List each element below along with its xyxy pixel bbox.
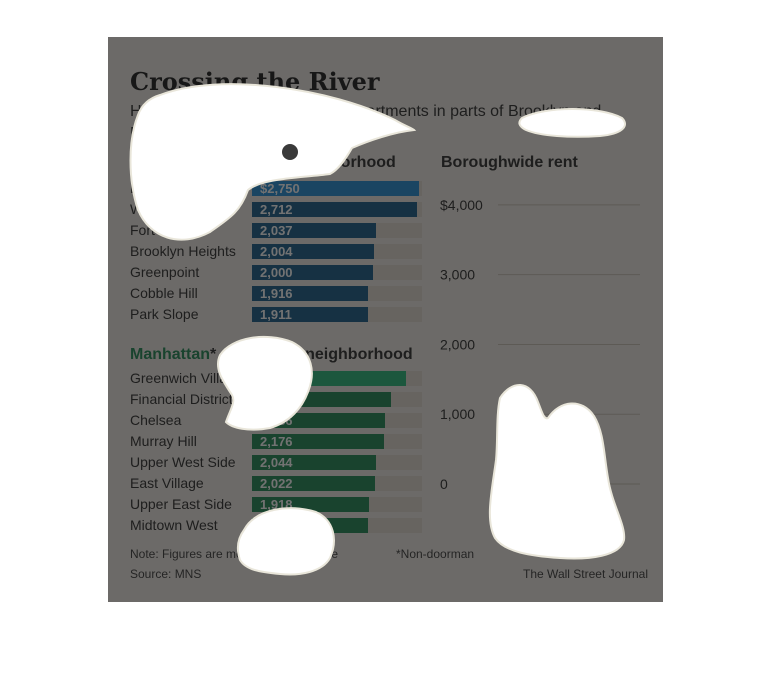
manhattan-neighborhood-name: Murray Hill [130,433,197,449]
boroughwide-title: Boroughwide rent [441,154,578,171]
brooklyn-row: Greenpoint 2,000 [130,262,422,283]
brooklyn-neighborhood-name: Park Slope [130,306,199,322]
brooklyn-row: Fort Greene 2,037 [130,220,422,241]
brooklyn-bar: $2,750 [252,181,419,196]
manhattan-bar-track: 2,044 [252,455,422,470]
manhattan-bar: 2,044 [252,455,377,470]
brooklyn-bar: 2,000 [252,265,374,280]
brooklyn-bar-track: 1,916 [252,286,422,301]
brooklyn-bar: 1,911 [252,307,368,322]
brooklyn-bar: 2,037 [252,223,376,238]
y-tick-label: $4,000 [440,197,483,213]
manhattan-neighborhood-list: Greenwich Village $2,542 Financial Distric… [130,368,422,536]
y-tick-label: 1,000 [440,406,475,422]
brooklyn-title-highlight: Brooklyn [130,154,200,171]
manhattan-bar-track: 2,291 [252,392,422,407]
brooklyn-bar-track: 2,000 [252,265,422,280]
brooklyn-bar: 2,004 [252,244,374,259]
manhattan-bar: 2,022 [252,476,375,491]
manhattan-bar-track: 1,918 [252,497,422,512]
brooklyn-neighborhood-name: Brooklyn Heights [130,243,236,259]
brooklyn-bar-track: 1,911 [252,307,422,322]
manhattan-bar-track: 2,022 [252,476,422,491]
manhattan-row: East Village 2,022 [130,473,422,494]
manhattan-neighborhood-name: East Village [130,475,204,491]
brooklyn-bar-track: $2,750 [252,181,422,196]
brooklyn-neighborhood-name: Fort Greene [130,222,206,238]
manhattan-bar-track: 1,904 [252,518,422,533]
manhattan-row: Midtown West 1,904 [130,515,422,536]
brooklyn-row: Cobble Hill 1,916 [130,283,422,304]
manhattan-row: Greenwich Village $2,542 [130,368,422,389]
chart-subtitle: Here is how rents compare for apartments… [130,103,602,142]
brooklyn-neighborhood-name: Dumbo [130,180,176,196]
brooklyn-bar: 2,712 [252,202,417,217]
footnote: Note: Figures are mean prices for June [130,547,339,561]
manhattan-bar: 2,176 [252,434,385,449]
brooklyn-row: Park Slope 1,911 [130,304,422,325]
y-tick-label: 2,000 [440,336,475,352]
manhattan-title-highlight: Manhattan [130,346,210,363]
manhattan-row: Financial District 2,291 [130,389,422,410]
manhattan-bar: 1,904 [252,518,368,533]
manhattan-bar: 2,291 [252,392,392,407]
chart-title: Crossing the River [130,67,380,96]
brooklyn-row: Dumbo $2,750 [130,178,422,199]
manhattan-bar: 1,918 [252,497,369,512]
manhattan-section-title: Manhattan* studios by neighborhood [130,346,413,364]
brooklyn-row: Brooklyn Heights 2,004 [130,241,422,262]
manhattan-bar-track: 2,176 [252,434,422,449]
manhattan-neighborhood-name: Upper East Side [130,496,232,512]
brooklyn-row: Williamsburg 2,712 [130,199,422,220]
credit-line: The Wall Street Journal [523,567,648,581]
manhattan-row: Upper West Side 2,044 [130,452,422,473]
source-line: Source: MNS [130,567,202,581]
manhattan-row: Upper East Side 1,918 [130,494,422,515]
brooklyn-bar-track: 2,037 [252,223,422,238]
boroughwide-chart: $4,0003,0002,0001,0000StudioOne-bedTwo-b… [440,197,640,492]
brooklyn-section-title: Brooklyn studios by neighborhood [130,154,396,172]
brooklyn-neighborhood-list: Dumbo $2,750 Williamsburg 2,712 Fort Greene 2… [130,178,422,325]
brooklyn-bar-track: 2,004 [252,244,422,259]
brooklyn-neighborhood-name: Cobble Hill [130,285,198,301]
y-tick-label: 3,000 [440,267,475,283]
y-tick-label: 0 [440,476,448,492]
brooklyn-neighborhood-name: Williamsburg [130,201,211,217]
manhattan-neighborhood-name: Financial District [130,391,233,407]
brooklyn-neighborhood-name: Greenpoint [130,264,200,280]
graphic-card: Crossing the River Here is how rents com… [108,37,663,602]
manhattan-neighborhood-name: Greenwich Village [130,370,243,386]
brooklyn-bar: 1,916 [252,286,369,301]
manhattan-neighborhood-name: Chelsea [130,412,182,428]
manhattan-title-rest: * studios by neighborhood [210,346,413,363]
manhattan-row: Chelsea 2,186 [130,410,422,431]
brooklyn-title-rest: studios by neighborhood [199,154,396,171]
manhattan-bar-track: $2,542 [252,371,422,386]
manhattan-neighborhood-name: Midtown West [130,517,218,533]
manhattan-neighborhood-name: Upper West Side [130,454,236,470]
brooklyn-bar-track: 2,712 [252,202,422,217]
manhattan-bar: 2,186 [252,413,385,428]
asterisk-note: *Non-doorman [396,547,475,561]
manhattan-bar: $2,542 [252,371,407,386]
manhattan-bar-track: 2,186 [252,413,422,428]
manhattan-row: Murray Hill 2,176 [130,431,422,452]
